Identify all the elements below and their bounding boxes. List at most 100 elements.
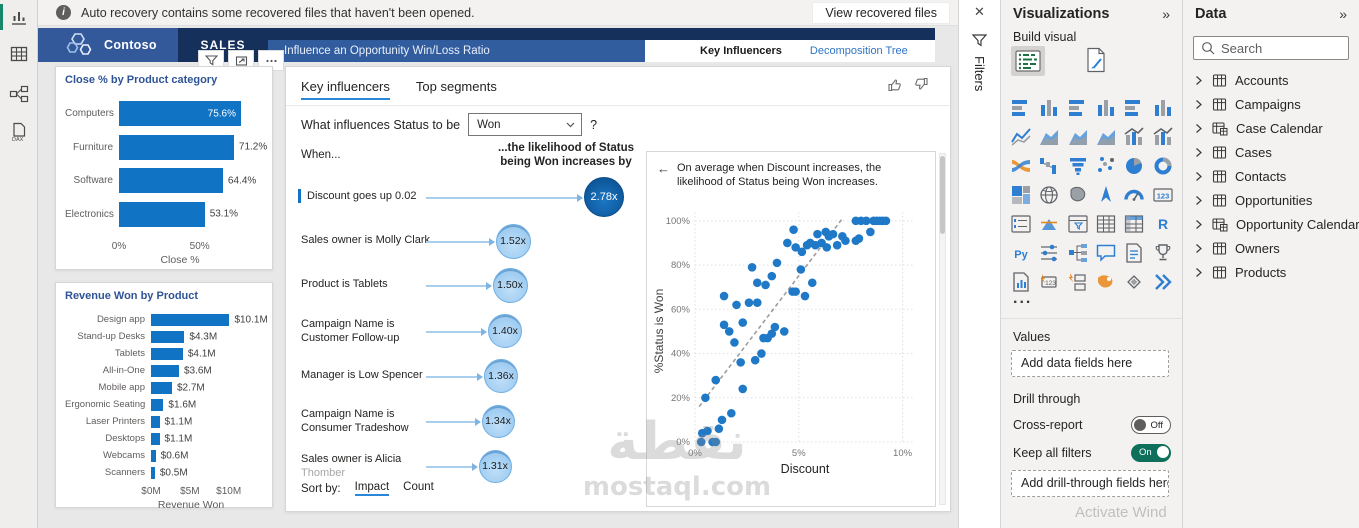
q-and-a-icon[interactable] bbox=[1094, 241, 1118, 265]
back-icon[interactable]: ← bbox=[657, 161, 670, 176]
toggle-cross-report[interactable]: Off bbox=[1131, 416, 1171, 434]
expand-chevron-icon[interactable] bbox=[1195, 99, 1203, 110]
influencer-label[interactable]: Sales owner is Molly Clark bbox=[301, 234, 430, 246]
decomposition-tree-icon[interactable] bbox=[1066, 241, 1090, 265]
influencer-label[interactable]: Campaign Name is Consumer Tradeshow bbox=[301, 408, 409, 434]
status-value-dropdown[interactable]: Won bbox=[468, 113, 583, 136]
visual-scrollbar[interactable] bbox=[939, 153, 946, 505]
treemap-icon[interactable] bbox=[1009, 183, 1033, 207]
bar-row[interactable]: Computers 75.6% bbox=[65, 97, 267, 131]
filled-map-icon[interactable] bbox=[1066, 183, 1090, 207]
kpi-icon[interactable] bbox=[1037, 212, 1061, 236]
map-icon[interactable] bbox=[1037, 183, 1061, 207]
sort-option-impact[interactable]: Impact bbox=[354, 481, 390, 496]
sidebar-item-model-view[interactable] bbox=[9, 84, 29, 104]
influencer-bubble[interactable]: 1.50x bbox=[492, 267, 528, 303]
ribbon-chart-icon[interactable] bbox=[1009, 154, 1033, 178]
influencer-label[interactable]: Discount goes up 0.02 bbox=[298, 189, 447, 203]
data-table-row[interactable]: Owners bbox=[1183, 236, 1359, 260]
bar-row[interactable]: Design app $10.1M bbox=[65, 311, 268, 328]
data-table-row[interactable]: Contacts bbox=[1183, 164, 1359, 188]
donut-chart-icon[interactable] bbox=[1151, 154, 1175, 178]
multi-row-card-icon[interactable] bbox=[1009, 212, 1033, 236]
data-table-row[interactable]: Products bbox=[1183, 260, 1359, 284]
gauge-icon[interactable] bbox=[1122, 183, 1146, 207]
influencer-label[interactable]: Campaign Name is Customer Follow-up bbox=[301, 318, 400, 344]
bar[interactable] bbox=[151, 466, 155, 479]
line-and-stacked-column-chart-icon[interactable] bbox=[1122, 125, 1146, 149]
more-visuals-button[interactable]: ... bbox=[1013, 290, 1033, 307]
bar[interactable] bbox=[151, 398, 164, 411]
bar[interactable] bbox=[151, 381, 172, 394]
values-field-well[interactable]: Add data fields here bbox=[1011, 350, 1169, 377]
bar[interactable] bbox=[119, 134, 234, 160]
bar-row[interactable]: Stand-up Desks $4.3M bbox=[65, 328, 267, 345]
pie-chart-icon[interactable] bbox=[1122, 154, 1146, 178]
bar-row[interactable]: Electronics 53.1% bbox=[65, 198, 267, 232]
expand-chevron-icon[interactable] bbox=[1195, 219, 1203, 230]
bar[interactable] bbox=[151, 330, 185, 343]
bar[interactable] bbox=[151, 415, 160, 428]
bar[interactable] bbox=[151, 313, 230, 326]
funnel-chart-icon[interactable] bbox=[1066, 154, 1090, 178]
scatter-chart-icon[interactable] bbox=[1094, 154, 1118, 178]
help-icon[interactable]: ? bbox=[590, 117, 598, 132]
bar-row[interactable]: Tablets $4.1M bbox=[65, 345, 267, 362]
expand-chevron-icon[interactable] bbox=[1195, 75, 1203, 86]
influencer-label[interactable]: Manager is Low Spencer bbox=[301, 369, 423, 381]
influencer-bubble[interactable]: 1.40x bbox=[488, 314, 522, 348]
double-chevron-icon[interactable]: » bbox=[1162, 6, 1170, 22]
bar[interactable] bbox=[119, 168, 223, 194]
nav-tab-key-influencers[interactable]: Key Influencers bbox=[700, 45, 782, 57]
bar-row[interactable]: Ergonomic Seating $1.6M bbox=[65, 396, 267, 413]
key-influencers-visual-icon[interactable] bbox=[1011, 46, 1045, 76]
bar[interactable] bbox=[151, 449, 156, 462]
influencer-bubble[interactable]: 1.52x bbox=[495, 223, 531, 259]
data-table-row[interactable]: Opportunities bbox=[1183, 188, 1359, 212]
drill-through-field-well[interactable]: Add drill-through fields here bbox=[1011, 470, 1169, 497]
scatter-plot[interactable]: 0% 20% 40% 60% 80% 100% 0% 5% 10% Discount %Status… bbox=[649, 204, 931, 483]
sidebar-item-dax-query-view[interactable]: DAX bbox=[9, 122, 29, 143]
influencer-label[interactable]: Sales owner is Alicia Thomber bbox=[301, 453, 402, 479]
key-influencers-icon[interactable] bbox=[1037, 241, 1061, 265]
data-table-row[interactable]: Case Calendar bbox=[1183, 116, 1359, 140]
key-influencers-visual[interactable]: Key influencers Top segments What influen… bbox=[285, 66, 951, 512]
stacked-area-chart-icon[interactable] bbox=[1066, 125, 1090, 149]
format-visual-icon[interactable] bbox=[1085, 47, 1109, 77]
sidebar-item-report-view[interactable] bbox=[9, 8, 29, 28]
100-stacked-column-chart-icon[interactable] bbox=[1151, 96, 1175, 120]
shape-map-icon[interactable] bbox=[1122, 270, 1146, 294]
bar-row[interactable]: Mobile app $2.7M bbox=[65, 379, 267, 396]
tab-top-segments[interactable]: Top segments bbox=[415, 79, 497, 94]
arcgis-map-icon[interactable] bbox=[1094, 270, 1118, 294]
slicer-icon[interactable] bbox=[1066, 212, 1090, 236]
basic-area-chart-icon[interactable] bbox=[1094, 125, 1118, 149]
r-script-visual-icon[interactable]: R bbox=[1151, 212, 1175, 236]
expand-chevron-icon[interactable] bbox=[1195, 123, 1203, 134]
bar[interactable] bbox=[151, 347, 183, 360]
metrics-icon[interactable] bbox=[1151, 241, 1175, 265]
line-chart-icon[interactable] bbox=[1009, 125, 1033, 149]
revenue-visual[interactable]: Revenue Won by Product Design app $10.1M S… bbox=[55, 282, 273, 511]
bar-row[interactable]: Furniture 71.2% bbox=[65, 131, 267, 165]
data-table-row[interactable]: Campaigns bbox=[1183, 92, 1359, 116]
power-automate-visual-icon[interactable] bbox=[1066, 270, 1090, 294]
filters-pane-label[interactable]: Filters bbox=[972, 56, 987, 92]
influencer-bubble[interactable]: 1.31x bbox=[478, 449, 512, 483]
filter-icon[interactable] bbox=[971, 32, 988, 52]
influencer-bubble[interactable]: 2.78x bbox=[584, 177, 624, 217]
toggle-keep-all-filters[interactable]: On bbox=[1131, 444, 1171, 462]
thumbs-down-icon[interactable] bbox=[913, 77, 928, 92]
paginated-report-icon[interactable] bbox=[1009, 270, 1033, 294]
bar[interactable] bbox=[151, 364, 179, 377]
stacked-column-chart-icon[interactable] bbox=[1037, 96, 1061, 120]
matrix-icon[interactable] bbox=[1122, 212, 1146, 236]
area-chart-icon[interactable] bbox=[1037, 125, 1061, 149]
tab-key-influencers[interactable]: Key influencers bbox=[301, 79, 390, 100]
bar[interactable] bbox=[151, 432, 160, 445]
thumbs-up-icon[interactable] bbox=[888, 77, 903, 92]
scrollbar-thumb[interactable] bbox=[940, 156, 945, 234]
card-icon[interactable]: 123 bbox=[1151, 183, 1175, 207]
azure-map-icon[interactable] bbox=[1094, 183, 1118, 207]
bar-row[interactable]: Scanners $0.5M bbox=[65, 464, 267, 481]
